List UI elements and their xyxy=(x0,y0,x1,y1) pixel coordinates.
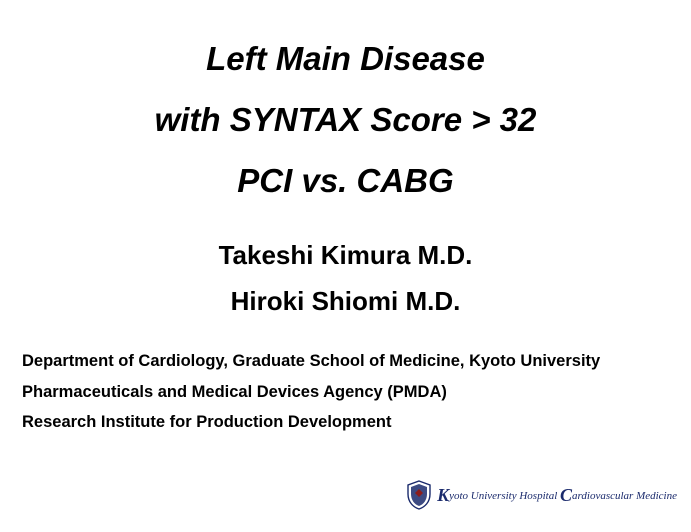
affiliations-block: Department of Cardiology, Graduate Schoo… xyxy=(20,346,671,438)
affiliation-line-2: Pharmaceuticals and Medical Devices Agen… xyxy=(22,377,671,408)
title-line-3: PCI vs. CABG xyxy=(20,150,671,211)
affiliation-line-3: Research Institute for Production Develo… xyxy=(22,407,671,438)
footer-logo-text: Kyoto University Hospital Cardiovascular… xyxy=(437,485,677,506)
title-line-2: with SYNTAX Score > 32 xyxy=(20,89,671,150)
affiliation-line-1: Department of Cardiology, Graduate Schoo… xyxy=(22,346,671,377)
institution-crest-icon xyxy=(406,480,432,510)
author-line-1: Takeshi Kimura M.D. xyxy=(20,233,671,279)
slide-container: Left Main Disease with SYNTAX Score > 32… xyxy=(0,0,691,532)
footer-logo: Kyoto University Hospital Cardiovascular… xyxy=(406,480,677,510)
author-line-2: Hiroki Shiomi M.D. xyxy=(20,279,671,325)
title-line-1: Left Main Disease xyxy=(20,28,671,89)
title-block: Left Main Disease with SYNTAX Score > 32… xyxy=(20,28,671,211)
authors-block: Takeshi Kimura M.D. Hiroki Shiomi M.D. xyxy=(20,233,671,324)
